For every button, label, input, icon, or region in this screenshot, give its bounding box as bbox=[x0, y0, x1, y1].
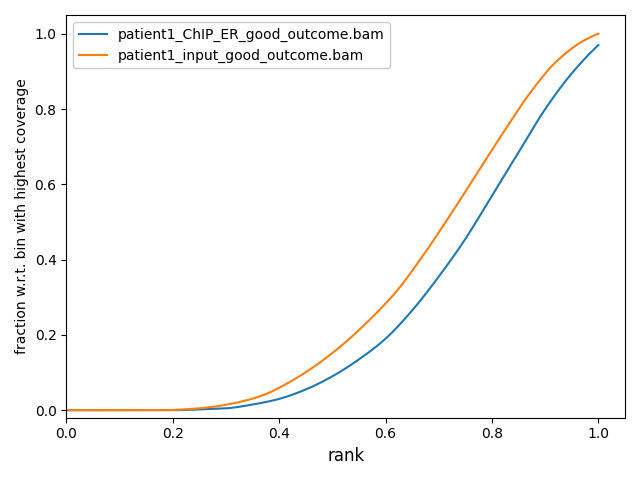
patient1_input_good_outcome.bam bbox=[321, 356, 329, 361]
patient1_input_good_outcome.bam bbox=[63, 408, 70, 413]
patient1_ChIP_ER_good_outcome.bam bbox=[321, 377, 329, 383]
Line: patient1_input_good_outcome.bam: patient1_input_good_outcome.bam bbox=[67, 34, 598, 410]
X-axis label: rank: rank bbox=[327, 447, 364, 465]
patient1_input_good_outcome.bam bbox=[579, 38, 586, 44]
patient1_ChIP_ER_good_outcome.bam bbox=[579, 58, 586, 64]
patient1_ChIP_ER_good_outcome.bam bbox=[307, 384, 315, 390]
patient1_ChIP_ER_good_outcome.bam bbox=[90, 408, 97, 413]
patient1_ChIP_ER_good_outcome.bam bbox=[481, 204, 489, 210]
patient1_input_good_outcome.bam bbox=[307, 366, 315, 372]
patient1_ChIP_ER_good_outcome.bam bbox=[579, 58, 587, 63]
patient1_input_good_outcome.bam bbox=[481, 157, 489, 163]
Line: patient1_ChIP_ER_good_outcome.bam: patient1_ChIP_ER_good_outcome.bam bbox=[67, 45, 598, 410]
patient1_ChIP_ER_good_outcome.bam bbox=[595, 42, 602, 48]
Y-axis label: fraction w.r.t. bin with highest coverage: fraction w.r.t. bin with highest coverag… bbox=[15, 79, 29, 354]
patient1_ChIP_ER_good_outcome.bam bbox=[63, 408, 70, 413]
patient1_input_good_outcome.bam bbox=[595, 31, 602, 36]
patient1_input_good_outcome.bam bbox=[90, 408, 97, 413]
patient1_input_good_outcome.bam bbox=[579, 38, 587, 44]
Legend: patient1_ChIP_ER_good_outcome.bam, patient1_input_good_outcome.bam: patient1_ChIP_ER_good_outcome.bam, patie… bbox=[73, 22, 390, 68]
